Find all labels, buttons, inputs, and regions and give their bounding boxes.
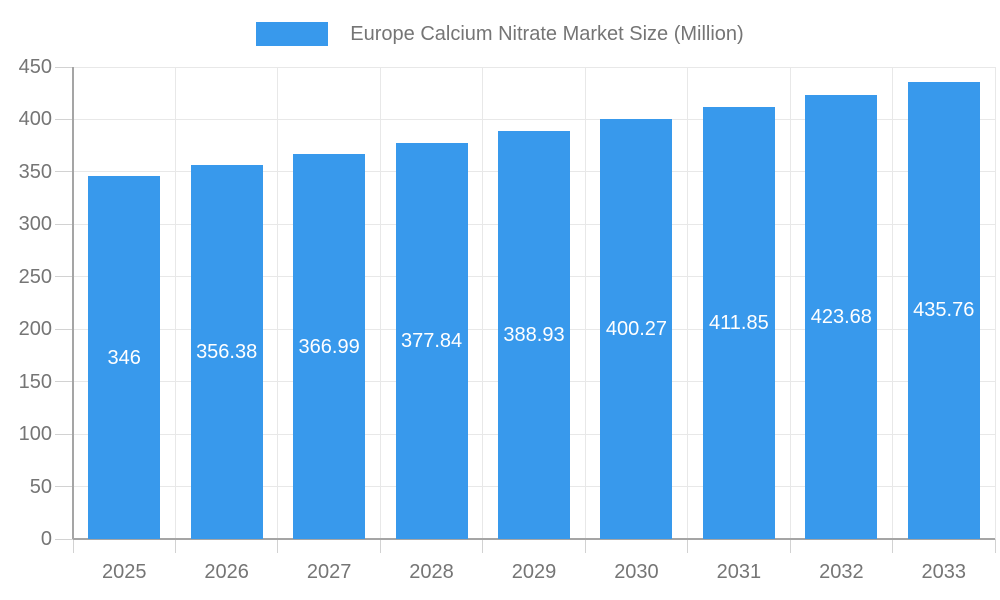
gridline-v: [379, 67, 381, 539]
y-axis-line: [72, 67, 74, 539]
x-axis-tick: [277, 539, 279, 553]
gridline-v: [687, 67, 689, 539]
x-axis-tick: [174, 539, 176, 553]
gridline-v: [277, 67, 279, 539]
x-axis-label: 2028: [409, 561, 454, 583]
y-axis-label: 250: [18, 265, 52, 288]
bar-2033[interactable]: [907, 81, 980, 539]
x-axis-label: 2033: [921, 561, 967, 583]
y-axis-label: 100: [18, 423, 52, 446]
x-axis-label: 2025: [101, 561, 147, 583]
gridline-h: [73, 118, 995, 120]
y-axis-label: 400: [18, 108, 52, 131]
x-axis-tick: [379, 539, 381, 553]
y-axis-tick: [55, 328, 73, 330]
x-axis-line: [73, 538, 995, 540]
x-axis-tick: [892, 539, 894, 553]
y-axis-tick: [55, 381, 73, 383]
y-axis-label: 450: [18, 56, 52, 78]
y-axis-label: 350: [18, 160, 52, 183]
bar-2025[interactable]: [88, 176, 161, 539]
x-axis-label: 2026: [204, 561, 249, 583]
y-axis-tick: [55, 66, 73, 68]
y-axis-label: 150: [18, 370, 52, 393]
gridline-h: [73, 66, 995, 68]
legend-label: Europe Calcium Nitrate Market Size (Mill…: [350, 22, 744, 45]
bar-2028[interactable]: [395, 142, 468, 539]
gridline-v: [482, 67, 484, 539]
gridline-v: [584, 67, 586, 539]
bar-2031[interactable]: [702, 107, 775, 539]
x-axis-tick: [789, 539, 791, 553]
y-axis-label: 0: [40, 528, 52, 550]
y-axis-tick: [55, 118, 73, 120]
x-axis-tick: [72, 539, 74, 553]
gridline-v: [174, 67, 176, 539]
y-axis-tick: [55, 223, 73, 225]
x-axis-tick: [482, 539, 484, 553]
bar-2032[interactable]: [805, 94, 878, 539]
bar-2026[interactable]: [190, 165, 263, 539]
y-axis-label: 50: [29, 475, 52, 498]
x-axis-label: 2029: [511, 561, 557, 583]
y-axis-tick: [55, 486, 73, 488]
x-axis-label: 2027: [306, 561, 352, 583]
y-axis-tick: [55, 538, 73, 540]
x-axis-label: 2030: [614, 561, 659, 583]
legend-item[interactable]: Europe Calcium Nitrate Market Size (Mill…: [0, 20, 1000, 48]
x-axis-tick: [584, 539, 586, 553]
x-axis-label: 2032: [819, 561, 864, 583]
y-axis-label: 200: [18, 318, 52, 341]
gridline-v: [994, 67, 996, 539]
y-axis-tick: [55, 171, 73, 173]
x-axis-tick: [994, 539, 996, 553]
gridline-v: [789, 67, 791, 539]
x-axis-label: 2031: [716, 561, 762, 583]
gridline-v: [892, 67, 894, 539]
bar-2029[interactable]: [498, 131, 570, 539]
y-axis-tick: [55, 276, 73, 278]
y-axis-tick: [55, 433, 73, 435]
bar-2027[interactable]: [293, 154, 366, 539]
y-axis-label: 300: [18, 213, 52, 236]
x-axis-tick: [687, 539, 689, 553]
legend-swatch-icon: [256, 22, 329, 46]
bar-2030[interactable]: [600, 119, 673, 539]
